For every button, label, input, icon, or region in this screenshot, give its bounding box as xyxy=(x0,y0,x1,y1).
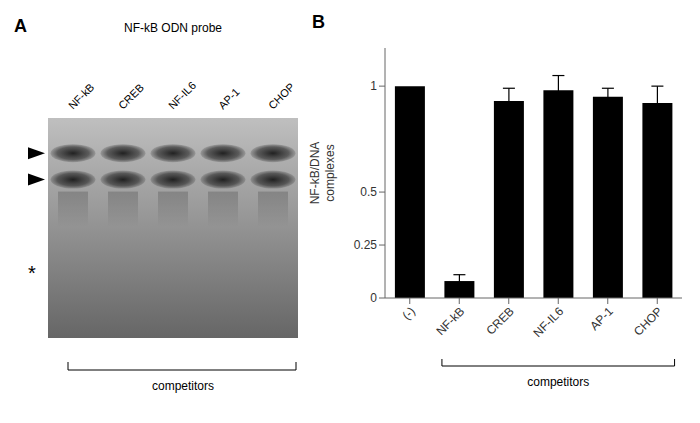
svg-text:*: * xyxy=(28,262,36,284)
svg-text:NF-kB: NF-kB xyxy=(433,304,467,338)
svg-text:CREB: CREB xyxy=(483,304,516,337)
svg-text:NF-IL6: NF-IL6 xyxy=(531,304,567,340)
svg-text:CHOP: CHOP xyxy=(631,304,665,338)
svg-text:AP-1: AP-1 xyxy=(216,86,242,112)
svg-text:A: A xyxy=(14,16,27,36)
svg-text:CREB: CREB xyxy=(116,81,146,111)
svg-text:(-): (-) xyxy=(400,304,418,322)
svg-text:NF-kB ODN probe: NF-kB ODN probe xyxy=(124,21,222,35)
svg-text:0.25: 0.25 xyxy=(354,238,378,252)
svg-text:0: 0 xyxy=(370,291,377,305)
svg-text:AP-1: AP-1 xyxy=(587,304,616,333)
svg-text:CHOP: CHOP xyxy=(266,80,297,111)
svg-text:competitors: competitors xyxy=(527,375,589,389)
svg-text:NF-IL6: NF-IL6 xyxy=(166,79,198,111)
html-text:NF-kB/DNA: NF-kB/DNA xyxy=(308,141,322,205)
svg-text:competitors: competitors xyxy=(152,379,214,393)
svg-text:1: 1 xyxy=(370,79,377,93)
svg-text:0.5: 0.5 xyxy=(360,185,377,199)
html-text:B: B xyxy=(312,12,325,32)
svg-text:NF-kB: NF-kB xyxy=(66,81,97,112)
html-text:complexes: complexes xyxy=(323,144,337,202)
